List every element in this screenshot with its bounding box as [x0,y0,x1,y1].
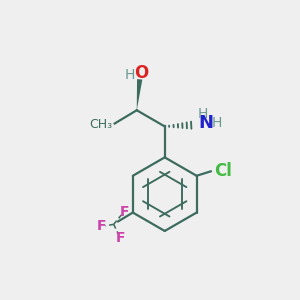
Text: H: H [125,68,136,82]
Text: H: H [212,116,222,130]
Text: H: H [198,107,208,121]
Text: F: F [97,219,106,233]
Text: F: F [120,205,130,219]
Polygon shape [137,79,142,110]
Text: O: O [134,64,148,82]
Text: F: F [116,232,125,245]
Text: CH₃: CH₃ [89,118,112,131]
Text: Cl: Cl [214,162,232,180]
Text: N: N [198,114,213,132]
